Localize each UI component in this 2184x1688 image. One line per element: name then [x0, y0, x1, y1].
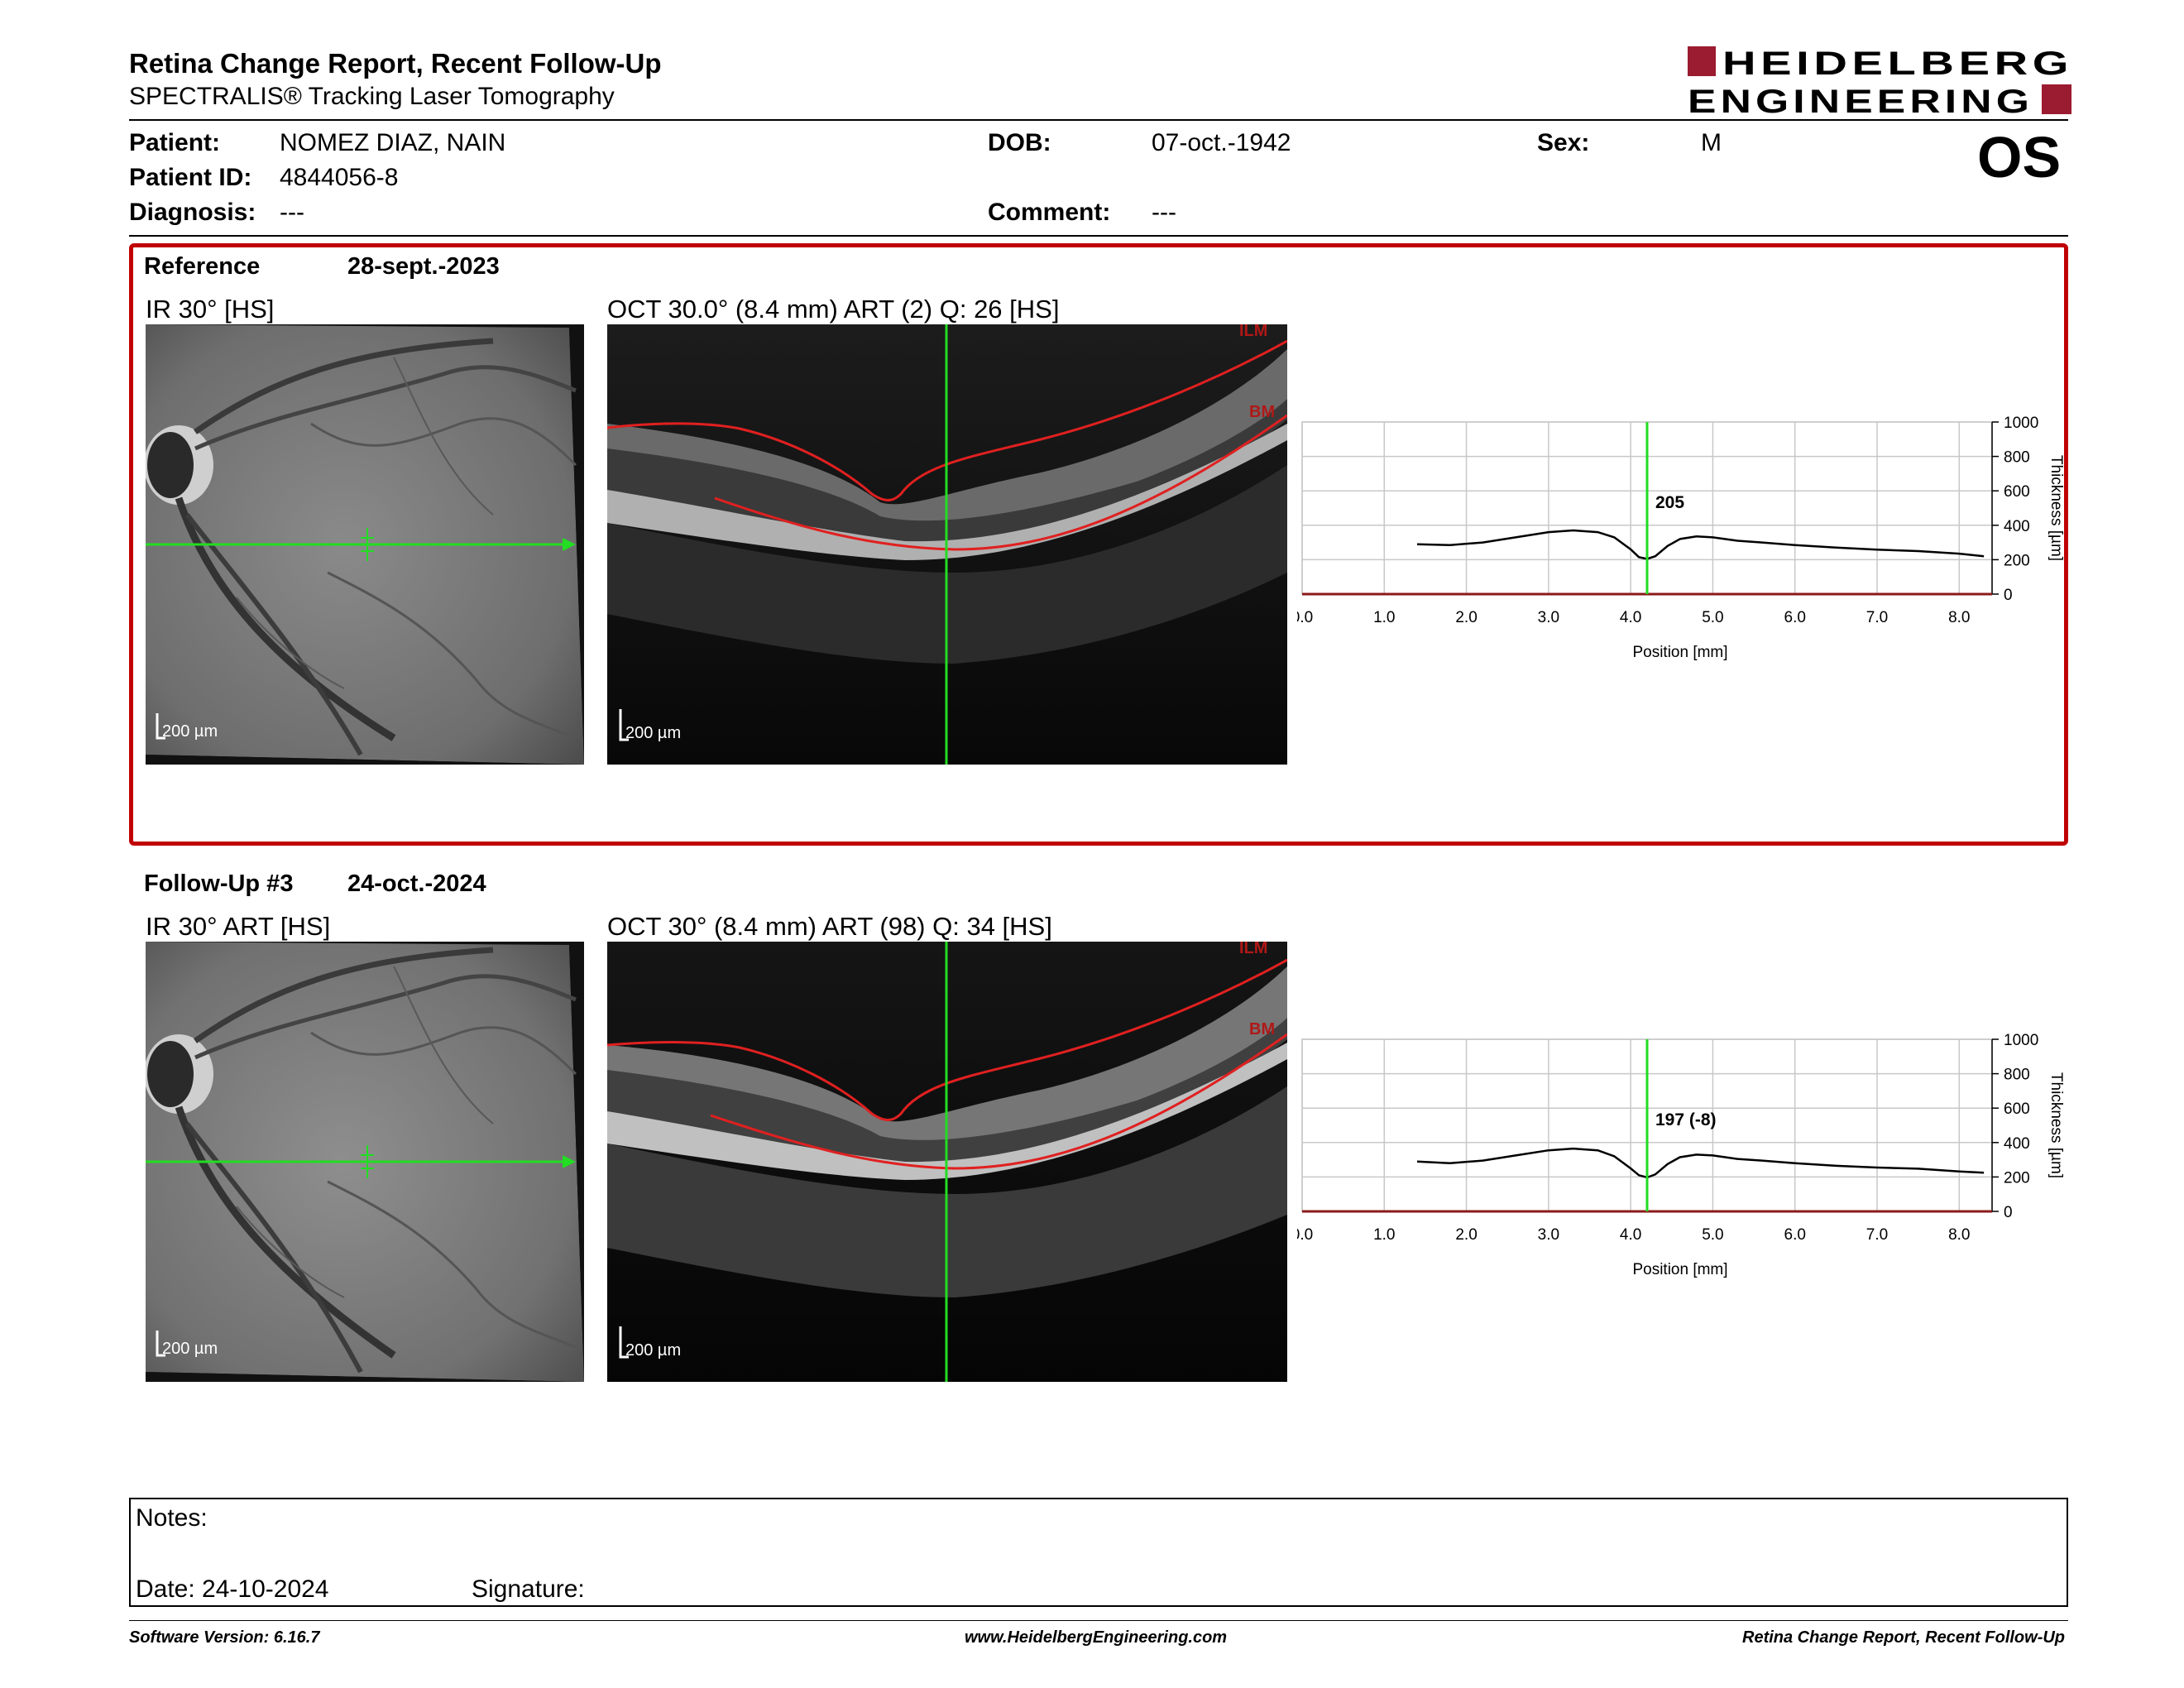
reference-ir-label: IR 30° [HS]	[146, 295, 275, 324]
eye-indicator: OS	[1977, 125, 2062, 189]
thickness-line	[1416, 529, 1985, 560]
report-title: Retina Change Report, Recent Follow-Up	[129, 48, 662, 79]
x-tick-label: 6.0	[1784, 609, 1806, 626]
x-tick-label: 2.0	[1455, 1226, 1477, 1244]
patient-id-label: Patient ID:	[129, 164, 252, 191]
x-tick-label: 1.0	[1373, 1226, 1395, 1244]
x-tick-label: 7.0	[1866, 1226, 1888, 1244]
y-tick-label: 400	[2004, 518, 2030, 535]
x-tick-label: 3.0	[1538, 1226, 1559, 1244]
dob-label: DOB:	[988, 129, 1051, 156]
x-tick-label: 8.0	[1948, 1226, 1970, 1244]
x-axis-title: Position [mm]	[1632, 1261, 1727, 1278]
followup-oct-scale: 200 µm	[625, 1341, 681, 1360]
followup-thickness-chart: 0.0 1.0 2.0 3.0 4.0 5.0 6.0 7.0 8.0 0 200 400 600 800…	[1297, 1031, 2108, 1296]
reference-ilm-label: ILM	[1239, 324, 1267, 340]
sex-label: Sex:	[1537, 129, 1590, 156]
reference-ir-scale: 200 µm	[162, 722, 218, 741]
reference-oct-image: ILM BM 200 µm	[607, 324, 1287, 765]
x-tick-label: 8.0	[1948, 609, 1970, 626]
dob-value: 07-oct.-1942	[1152, 129, 1291, 156]
x-tick-label: 4.0	[1620, 609, 1641, 626]
sex-value: M	[1701, 129, 1722, 156]
software-version: Software Version: 6.16.7	[129, 1628, 320, 1647]
reference-oct-label: OCT 30.0° (8.4 mm) ART (2) Q: 26 [HS]	[607, 295, 1060, 324]
signature-label: Signature:	[472, 1575, 585, 1603]
reference-thickness-chart: 0.0 1.0 2.0 3.0 4.0 5.0 6.0 7.0 8.0 0 200 400 600 800…	[1297, 414, 2108, 679]
y-tick-label: 0	[2004, 587, 2013, 604]
reference-bm-label: BM	[1249, 403, 1275, 421]
reference-label: Reference	[144, 253, 261, 280]
header-divider	[129, 119, 2068, 121]
x-tick-label: 1.0	[1373, 609, 1395, 626]
y-axis-title: Thickness [µm]	[2048, 1072, 2065, 1178]
diagnosis-label: Diagnosis:	[129, 199, 256, 226]
report-subtitle: SPECTRALIS® Tracking Laser Tomography	[129, 83, 615, 110]
y-tick-label: 400	[2004, 1135, 2030, 1153]
x-tick-label: 5.0	[1702, 1226, 1723, 1244]
comment-label: Comment:	[988, 199, 1111, 226]
followup-ir-scale: 200 µm	[162, 1340, 218, 1358]
y-tick-label: 800	[2004, 449, 2030, 467]
website-link[interactable]: www.HeidelbergEngineering.com	[965, 1628, 1228, 1647]
patient-divider	[129, 235, 2068, 237]
x-tick-label: 3.0	[1538, 609, 1559, 626]
x-tick-label: 7.0	[1866, 609, 1888, 626]
cursor-value-label: 205	[1655, 493, 1684, 512]
logo-line-1: HEIDELBERG	[1722, 46, 2073, 82]
y-tick-label: 1000	[2004, 1032, 2038, 1049]
logo-line-2: ENGINEERING	[1688, 84, 2033, 116]
reference-date: 28-sept.-2023	[347, 253, 500, 280]
followup-label: Follow-Up #3	[144, 870, 294, 897]
reference-box	[129, 243, 2068, 846]
x-tick-label: 2.0	[1455, 609, 1477, 626]
y-axis-title: Thickness [µm]	[2048, 455, 2065, 561]
notes-label: Notes:	[136, 1504, 208, 1532]
y-tick-label: 600	[2004, 1101, 2030, 1118]
y-tick-label: 800	[2004, 1067, 2030, 1084]
notes-date: Date: 24-10-2024	[136, 1575, 329, 1603]
x-tick-label: 4.0	[1620, 1226, 1641, 1244]
x-tick-label: 0.0	[1297, 609, 1313, 626]
x-tick-label: 5.0	[1702, 609, 1723, 626]
footer-report-name: Retina Change Report, Recent Follow-Up	[1742, 1628, 2066, 1647]
y-tick-label: 600	[2004, 483, 2030, 501]
y-tick-label: 0	[2004, 1204, 2013, 1221]
y-tick-label: 1000	[2004, 415, 2038, 432]
comment-value: ---	[1152, 199, 1176, 226]
patient-label: Patient:	[129, 129, 221, 156]
heidelberg-logo: HEIDELBERG ENGINEERING	[1688, 46, 2076, 120]
cursor-value-label: 197 (-8)	[1655, 1110, 1717, 1129]
reference-ir-image: 200 µm	[146, 324, 584, 765]
y-tick-label: 200	[2004, 1169, 2030, 1187]
followup-ir-label: IR 30° ART [HS]	[146, 912, 331, 941]
reference-oct-scale: 200 µm	[625, 724, 681, 742]
followup-oct-label: OCT 30° (8.4 mm) ART (98) Q: 34 [HS]	[607, 912, 1052, 941]
x-tick-label: 6.0	[1784, 1226, 1806, 1244]
patient-name: NOMEZ DIAZ, NAIN	[280, 129, 506, 156]
y-tick-label: 200	[2004, 552, 2030, 569]
footer-divider	[129, 1620, 2068, 1621]
diagnosis-value: ---	[280, 199, 304, 226]
followup-ir-image: 200 µm	[146, 942, 584, 1382]
notes-box[interactable]: Notes: Date: 24-10-2024 Signature:	[129, 1498, 2068, 1607]
followup-bm-label: BM	[1249, 1020, 1275, 1038]
followup-ilm-label: ILM	[1239, 942, 1267, 957]
x-tick-label: 0.0	[1297, 1226, 1313, 1244]
x-axis-title: Position [mm]	[1632, 644, 1727, 661]
followup-date: 24-oct.-2024	[347, 870, 486, 897]
thickness-line	[1416, 1147, 1985, 1179]
patient-id: 4844056-8	[280, 164, 399, 191]
followup-oct-image: ILM BM 200 µm	[607, 942, 1287, 1382]
